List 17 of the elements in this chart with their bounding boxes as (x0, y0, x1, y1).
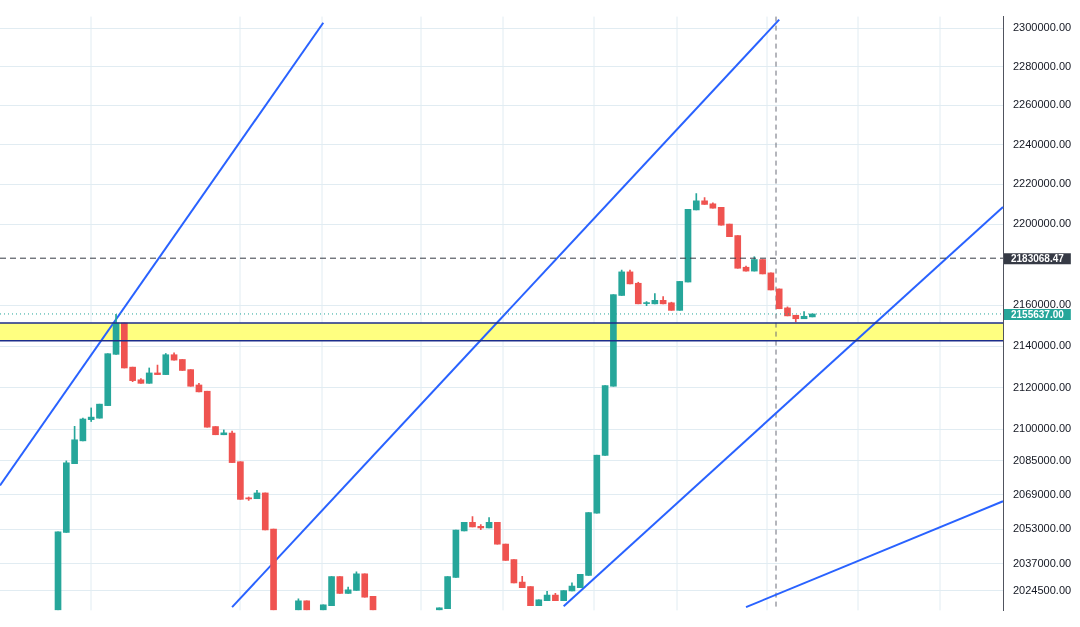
y-tick-label: 2260000.00 (1013, 98, 1072, 111)
y-tick-label: 2200000.00 (1013, 217, 1072, 230)
y-tick-label: 2053000.00 (1013, 522, 1072, 535)
y-tick-label: 2120000.00 (1013, 380, 1072, 393)
y-tick-label: 2220000.00 (1013, 177, 1072, 190)
y-tick-label: 2100000.00 (1013, 422, 1072, 435)
y-tick-label: 2280000.00 (1013, 59, 1072, 72)
ref-line-label: 2155637.00 (1011, 308, 1065, 320)
ref-line-label: 2183068.47 (1011, 252, 1065, 264)
y-tick-label: 2024500.00 (1013, 583, 1072, 596)
y-tick-label: 2300000.00 (1013, 21, 1072, 34)
y-tick-label: 2160000.00 (1013, 298, 1072, 311)
y-tick-label: 2069000.00 (1013, 487, 1072, 500)
y-tick-label: 2140000.00 (1013, 339, 1072, 352)
y-tick-label: 2037000.00 (1013, 556, 1072, 569)
y-tick-label: 2085000.00 (1013, 453, 1072, 466)
y-tick-label: 2240000.00 (1013, 137, 1072, 150)
